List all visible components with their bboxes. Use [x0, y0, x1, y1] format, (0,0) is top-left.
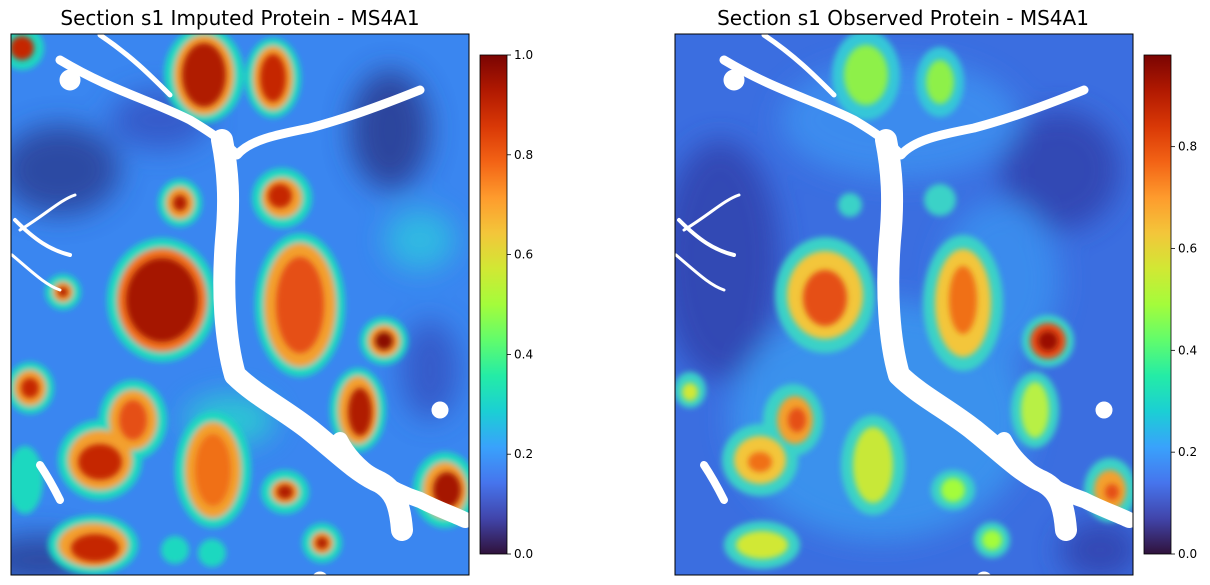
observed-follicles	[675, 34, 1133, 569]
colorbar-tick-label: 0.8	[1178, 140, 1197, 154]
colorbar-tick-label: 0.4	[514, 347, 533, 361]
observed-axes-frame	[674, 33, 1134, 576]
imputed-tissue-gaps	[11, 34, 469, 575]
imputed-heatmap	[11, 34, 469, 575]
colorbar-tick-label: 0.6	[1178, 241, 1197, 255]
imputed-follicles	[11, 34, 469, 575]
colorbar-tick-label: 0.2	[1178, 445, 1197, 459]
observed-colorbar-ticks: 0.0 0.2 0.4 0.6 0.8	[1171, 140, 1197, 561]
observed-colorbar: 0.0 0.2 0.4 0.6 0.8	[1143, 54, 1197, 561]
colorbar-tick-label: 0.4	[1178, 343, 1197, 357]
colorbar-tick-label: 1.0	[514, 48, 533, 62]
imputed-colorbar: 0.0 0.2 0.4 0.6 0.8 1.0	[479, 48, 533, 561]
colorbar-tick-label: 0.0	[1178, 547, 1197, 561]
colorbar-tick-label: 0.6	[514, 248, 533, 262]
observed-heatmap	[675, 34, 1133, 575]
colorbar-tick-label: 0.8	[514, 148, 533, 162]
observed-tissue-gaps	[675, 34, 1133, 575]
imputed-colorbar-ticks: 0.0 0.2 0.4 0.6 0.8 1.0	[507, 48, 533, 561]
colorbar-tick-label: 0.0	[514, 547, 533, 561]
imputed-axes-frame	[10, 33, 470, 576]
colorbar-tick-label: 0.2	[514, 447, 533, 461]
imputed-panel-title: Section s1 Imputed Protein - MS4A1	[60, 6, 419, 30]
observed-panel-title: Section s1 Observed Protein - MS4A1	[717, 6, 1089, 30]
